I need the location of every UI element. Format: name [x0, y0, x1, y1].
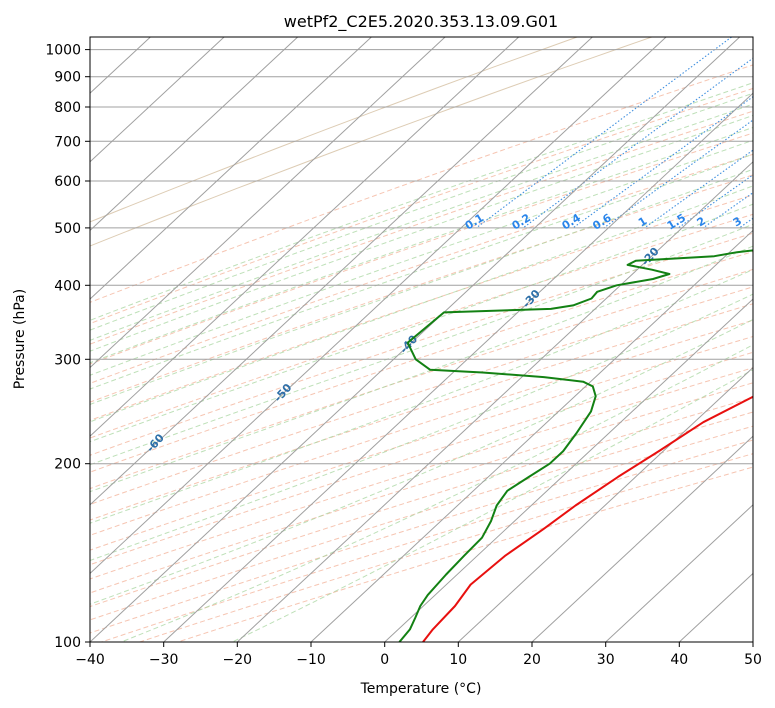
isotherm-line: [605, 504, 753, 642]
x-tick-label: −20: [223, 652, 253, 668]
moist-adiabat-line: [90, 203, 753, 443]
x-tick-label: 30: [597, 652, 615, 668]
y-tick-label: 200: [54, 457, 81, 473]
isotherm-line: [384, 298, 753, 642]
dry-adiabat-line: [90, 194, 753, 421]
dry-adiabat-line: [90, 37, 578, 223]
sounding-profiles: [398, 249, 753, 642]
dry-adiabat-line: [90, 397, 753, 608]
y-axis-label: Pressure (hPa): [12, 289, 28, 389]
moist-adiabat-line: [90, 318, 753, 605]
y-tick-label: 700: [54, 134, 81, 150]
isotherm-line: [90, 37, 520, 437]
dry-adiabat-line: [90, 232, 753, 456]
dry-adiabat-line: [90, 153, 753, 384]
y-tick-label: 400: [54, 278, 81, 294]
moist-adiabat-line: [90, 153, 753, 390]
dry-adiabat-line: [90, 382, 753, 594]
dry-adiabat-line: [90, 110, 753, 345]
dry-adiabat-line: [90, 132, 753, 365]
dry-adiabat-line: [90, 87, 753, 325]
moist-adiabat-line: [90, 103, 753, 341]
y-tick-label: 500: [54, 221, 81, 237]
isotherm-label: -10: [753, 207, 775, 231]
moist-adiabat-line: [90, 293, 753, 562]
dry-adiabat-line: [101, 439, 753, 642]
isotherm-line: [90, 37, 446, 369]
x-axis-label: Temperature (°C): [360, 681, 482, 697]
pressure-gridlines: [90, 49, 753, 642]
isotherm-line: [90, 37, 372, 300]
y-tick-label: 900: [54, 70, 81, 86]
x-tick-label: −40: [75, 652, 105, 668]
isotherm-line: [457, 366, 753, 642]
isotherm-line: [236, 161, 753, 642]
isotherms: [0, 37, 753, 642]
dry-adiabat-line: [90, 268, 753, 490]
x-tick-label: 20: [523, 652, 541, 668]
mixing-ratio-label: 4: [757, 214, 771, 229]
dry-adiabat-line: [90, 319, 753, 536]
y-tick-label: 300: [54, 352, 81, 368]
moist-adiabat-line: [121, 344, 753, 642]
y-tick-label: 1000: [45, 43, 81, 59]
y-axis-ticks: 100 200 300 400 500 600 700 800 900 1000: [45, 43, 90, 651]
isotherm-line: [310, 229, 753, 642]
mixing-ratio-lines: [475, 37, 775, 229]
isotherm-line: [90, 37, 299, 232]
isotherm-line: [90, 37, 667, 575]
plot-frame: [89, 36, 754, 643]
x-tick-label: 0: [380, 652, 389, 668]
moist-adiabat-line: [90, 168, 753, 405]
moist-adiabat-line: [90, 82, 753, 321]
x-tick-label: 10: [449, 652, 467, 668]
dry-adiabat-line: [90, 411, 753, 621]
x-tick-label: 40: [670, 652, 688, 668]
isotherm-line: [90, 37, 225, 163]
isotherm-line: [163, 92, 753, 642]
dry-adiabat-line: [90, 37, 652, 247]
moist-adiabat-line: [90, 269, 753, 524]
isotherm-line: [90, 37, 741, 642]
chart-title: wetPf2_C2E5.2020.353.13.09.G01: [284, 12, 558, 32]
mixing-ratio-line: [572, 96, 753, 229]
dewpoint-profile-line: [398, 249, 753, 642]
moist-adiabat-line: [90, 185, 753, 423]
x-axis-ticks: −40 −30 −20 −10 0 10 20 30 40 50: [75, 642, 762, 668]
moist-adiabats: [90, 82, 753, 642]
moist-adiabat-line: [90, 92, 753, 331]
moist-adiabat-line: [90, 245, 753, 493]
temperature-profile-line: [422, 395, 753, 642]
mixing-ratio-line: [766, 37, 775, 228]
x-tick-label: 50: [744, 652, 762, 668]
plot-area: 0.10.20.40.611.52346810131620253036-100-…: [0, 37, 775, 642]
moist-adiabat-line: [90, 126, 753, 364]
y-tick-label: 600: [54, 174, 81, 190]
isotherm-line: [90, 37, 593, 506]
y-tick-label: 100: [54, 635, 81, 651]
isotherm-line: [0, 37, 3, 642]
moist-adiabat-line: [90, 139, 753, 376]
isotherm-line: [531, 435, 753, 642]
isotherm-label: -70: [17, 480, 40, 504]
mixing-ratio-line: [475, 37, 732, 229]
x-tick-label: −10: [296, 652, 326, 668]
mixing-ratio-line: [702, 192, 753, 229]
mixing-ratio-line: [522, 57, 753, 229]
mixing-ratio-line: [644, 149, 753, 229]
dry-adiabat-line: [90, 425, 753, 634]
x-tick-label: −30: [149, 652, 179, 668]
moist-adiabat-line: [90, 114, 753, 352]
isotherm-line: [752, 641, 753, 642]
y-tick-label: 800: [54, 100, 81, 116]
dry-adiabat-line: [90, 174, 753, 403]
